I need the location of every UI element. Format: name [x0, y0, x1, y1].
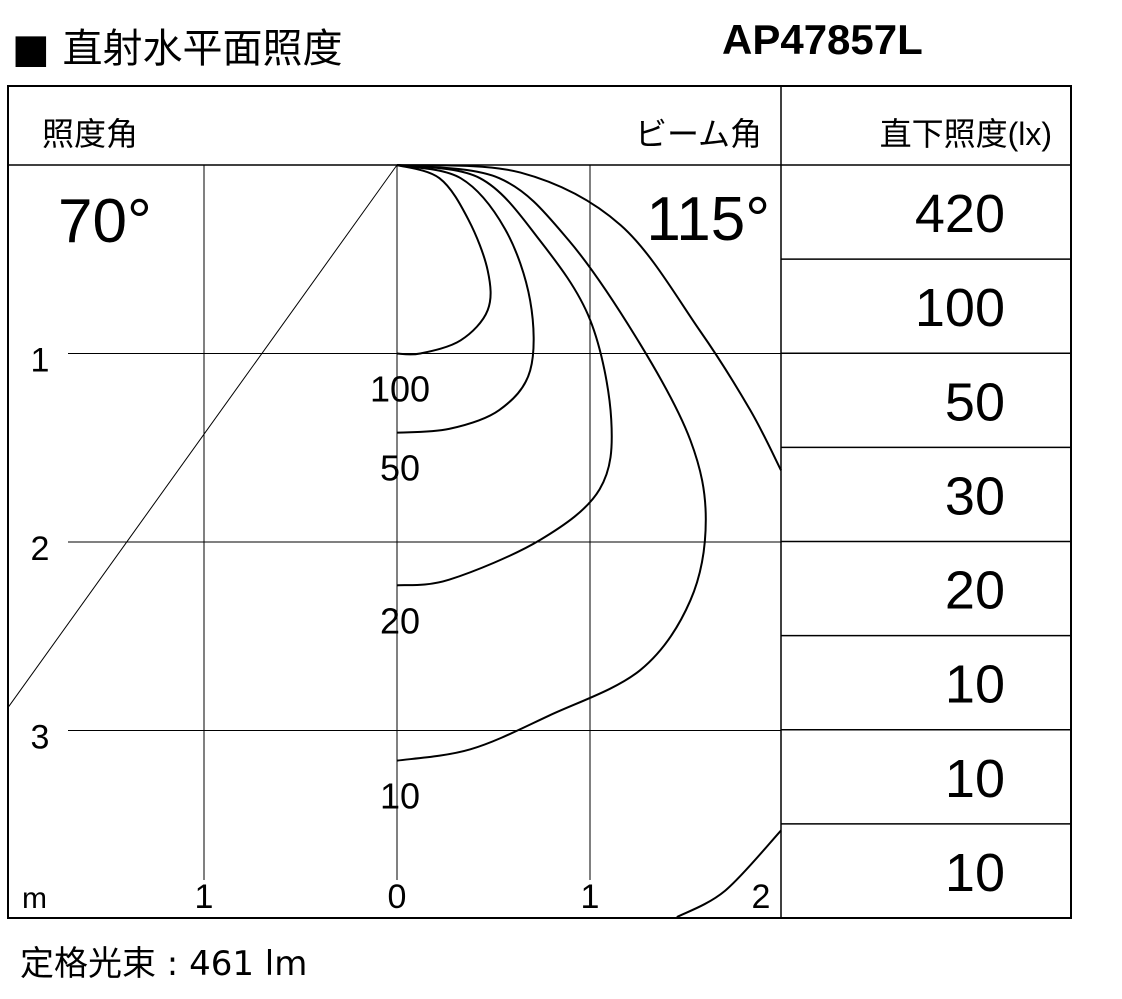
isolux-contour — [396, 164, 782, 471]
illuminance-angle-value: 70° — [58, 187, 152, 256]
isolux-contour-50 — [396, 164, 535, 434]
chart-title: ■ 直射水平面照度 — [12, 26, 343, 72]
model-number: AP47857L — [722, 16, 923, 63]
header-direct-illuminance: 直下照度(lx) — [880, 116, 1052, 152]
direct-illuminance-value: 100 — [915, 278, 1005, 338]
contour-label: 20 — [380, 600, 420, 641]
direct-illuminance-value: 30 — [945, 466, 1005, 526]
beam-angle-value: 115° — [646, 185, 770, 254]
contour-label: 10 — [380, 776, 420, 817]
y-tick-label: 2 — [31, 530, 50, 568]
isolux-contour-100 — [396, 164, 492, 356]
direct-illuminance-value: 10 — [945, 655, 1005, 715]
isolux-contour-20 — [396, 164, 613, 587]
y-tick-label: 1 — [31, 342, 50, 380]
isolux-contour — [676, 829, 782, 918]
direct-illuminance-value: 20 — [945, 561, 1005, 621]
x-tick-label: 1 — [195, 878, 214, 916]
direct-illuminance-value: 10 — [945, 843, 1005, 903]
beam-angle-line — [7, 164, 398, 708]
x-tick-label: 2 — [752, 878, 771, 916]
header-beam-angle: ビーム角 — [635, 116, 762, 152]
direct-illuminance-value: 50 — [945, 372, 1005, 432]
x-tick-label: 0 — [388, 878, 407, 916]
direct-illuminance-value: 420 — [915, 184, 1005, 244]
unit-label: m — [22, 882, 47, 915]
header-illuminance-angle: 照度角 — [42, 116, 138, 152]
x-tick-label: 1 — [581, 878, 600, 916]
direct-illuminance-value: 10 — [945, 749, 1005, 809]
contour-label: 50 — [380, 448, 420, 489]
isolux-contour-10 — [396, 164, 707, 762]
contour-label: 100 — [370, 369, 430, 410]
chart-frame — [7, 85, 1072, 919]
y-tick-label: 3 — [31, 719, 50, 757]
rated-luminous-flux: 定格光束 : 461 lm — [20, 944, 308, 984]
